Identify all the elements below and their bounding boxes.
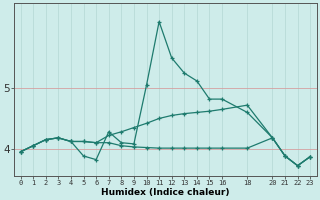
X-axis label: Humidex (Indice chaleur): Humidex (Indice chaleur) (101, 188, 230, 197)
